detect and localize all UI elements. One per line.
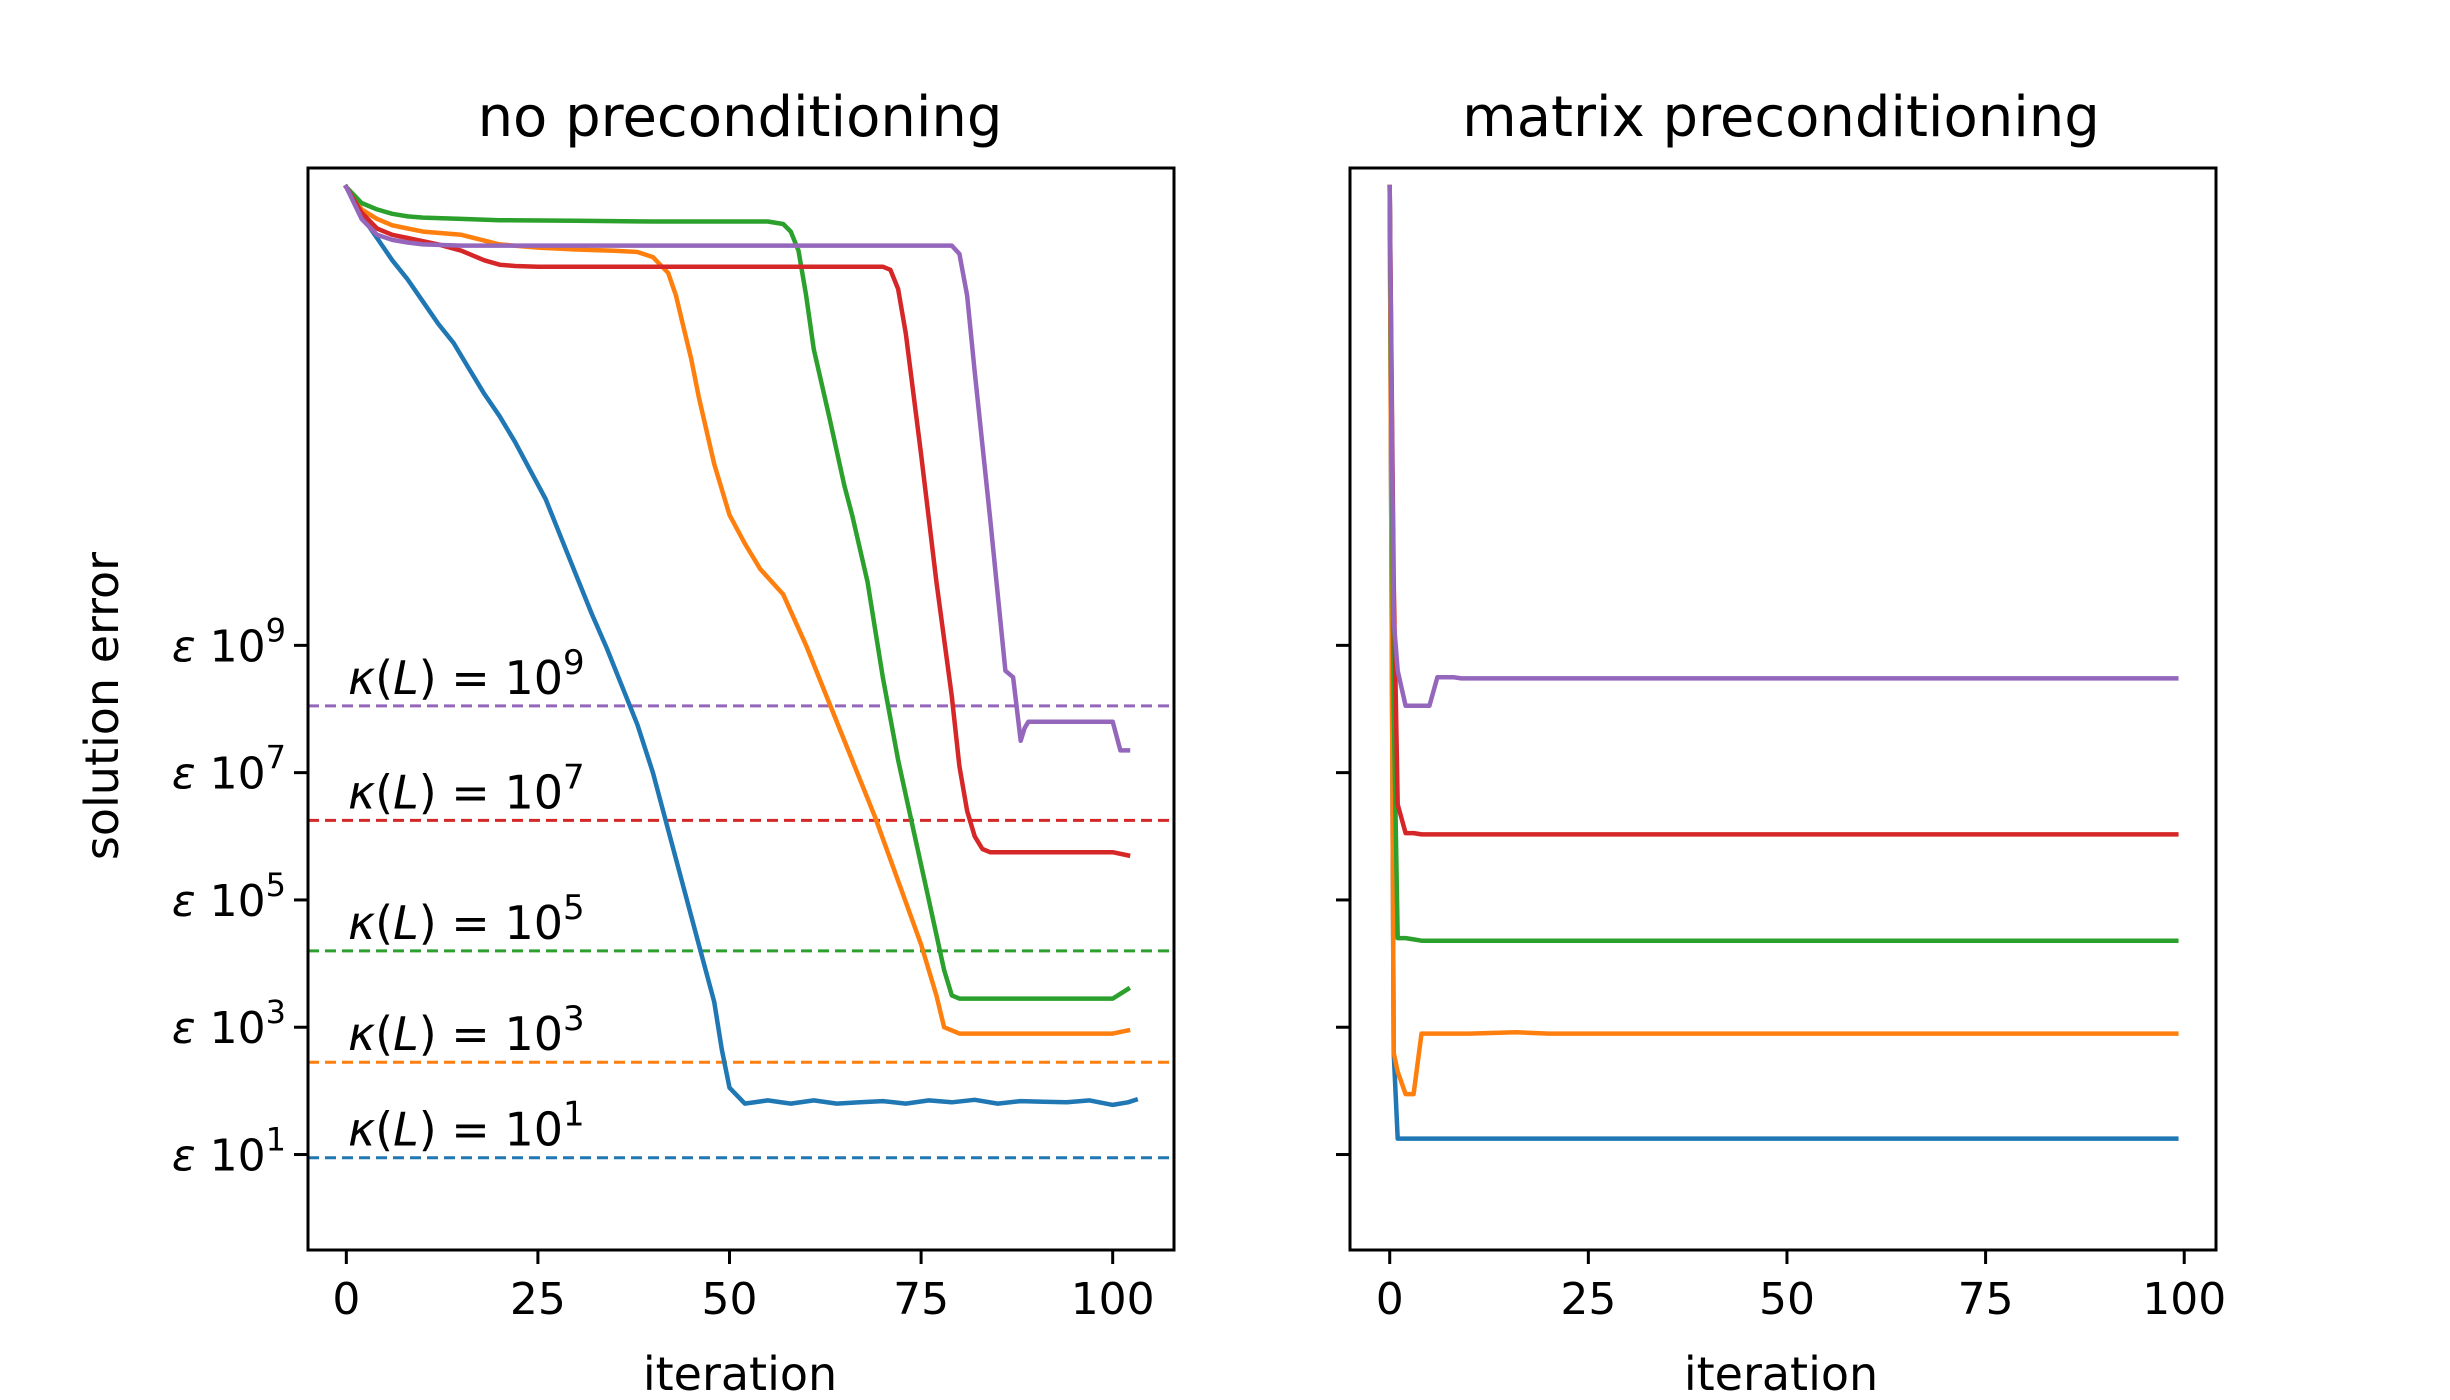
x-tick-label: 50 (1759, 1274, 1815, 1325)
reference-label-kappa-9: κ(L) = 109 (348, 643, 585, 705)
axes-frame (1348, 166, 2218, 1252)
y-tick-label: ε 101 (172, 1121, 286, 1182)
x-ticks: 0 25 50 75 100 (332, 1250, 1155, 1325)
series-line-kappa-3 (1387, 184, 2179, 1097)
series-line-kappa-1 (1387, 184, 2179, 1141)
y-axis-label: solution error (75, 552, 129, 860)
y-tick-label: ε 109 (172, 611, 286, 672)
series-lines (343, 183, 1139, 1108)
panel-matrix-preconditioning: matrix preconditioning iteration 0 25 50 75… (1336, 85, 2226, 1400)
series-line-kappa-9 (343, 184, 1131, 753)
x-axis-label: iteration (643, 1347, 837, 1400)
x-axis-label: iteration (1684, 1347, 1878, 1400)
x-tick-label: 50 (702, 1274, 758, 1325)
panel-title: matrix preconditioning (1462, 85, 2100, 150)
series-line-kappa-7 (343, 184, 1131, 859)
x-ticks: 0 25 50 75 100 (1376, 1250, 2226, 1325)
series-line-kappa-3 (343, 183, 1131, 1036)
y-ticks (1336, 643, 1350, 1157)
series-line-kappa-7 (1387, 184, 2179, 837)
series-lines (1387, 184, 2179, 1141)
y-tick-label: ε 103 (172, 993, 286, 1054)
reference-label-kappa-5: κ(L) = 105 (348, 888, 585, 950)
series-line-kappa-5 (343, 183, 1132, 1001)
panel-no-preconditioning: no preconditioning iteration solution er… (75, 85, 1176, 1400)
x-tick-label: 75 (893, 1274, 949, 1325)
x-tick-label: 100 (1071, 1274, 1155, 1325)
x-tick-label: 0 (1376, 1274, 1404, 1325)
axes-frame (306, 166, 1176, 1252)
x-tick-label: 25 (510, 1274, 566, 1325)
series-line-kappa-5 (1387, 184, 2179, 943)
y-tick-label: ε 107 (172, 739, 286, 800)
reference-label-kappa-1: κ(L) = 101 (348, 1095, 585, 1157)
y-ticks: ε 101 ε 103 ε 105 ε 107 ε 109 (172, 611, 308, 1182)
reference-label-kappa-7: κ(L) = 107 (348, 757, 585, 819)
x-tick-label: 100 (2142, 1274, 2226, 1325)
panel-title: no preconditioning (478, 85, 1003, 150)
reference-lines: κ(L) = 101 κ(L) = 103 κ(L) = 105 κ(L) = 107… (308, 643, 1174, 1160)
x-tick-label: 75 (1958, 1274, 2014, 1325)
reference-label-kappa-3: κ(L) = 103 (348, 999, 585, 1061)
y-tick-label: ε 105 (172, 866, 286, 927)
series-line-kappa-1 (343, 184, 1139, 1108)
x-tick-label: 25 (1560, 1274, 1616, 1325)
x-tick-label: 0 (332, 1274, 360, 1325)
series-line-kappa-9 (1387, 184, 2179, 709)
